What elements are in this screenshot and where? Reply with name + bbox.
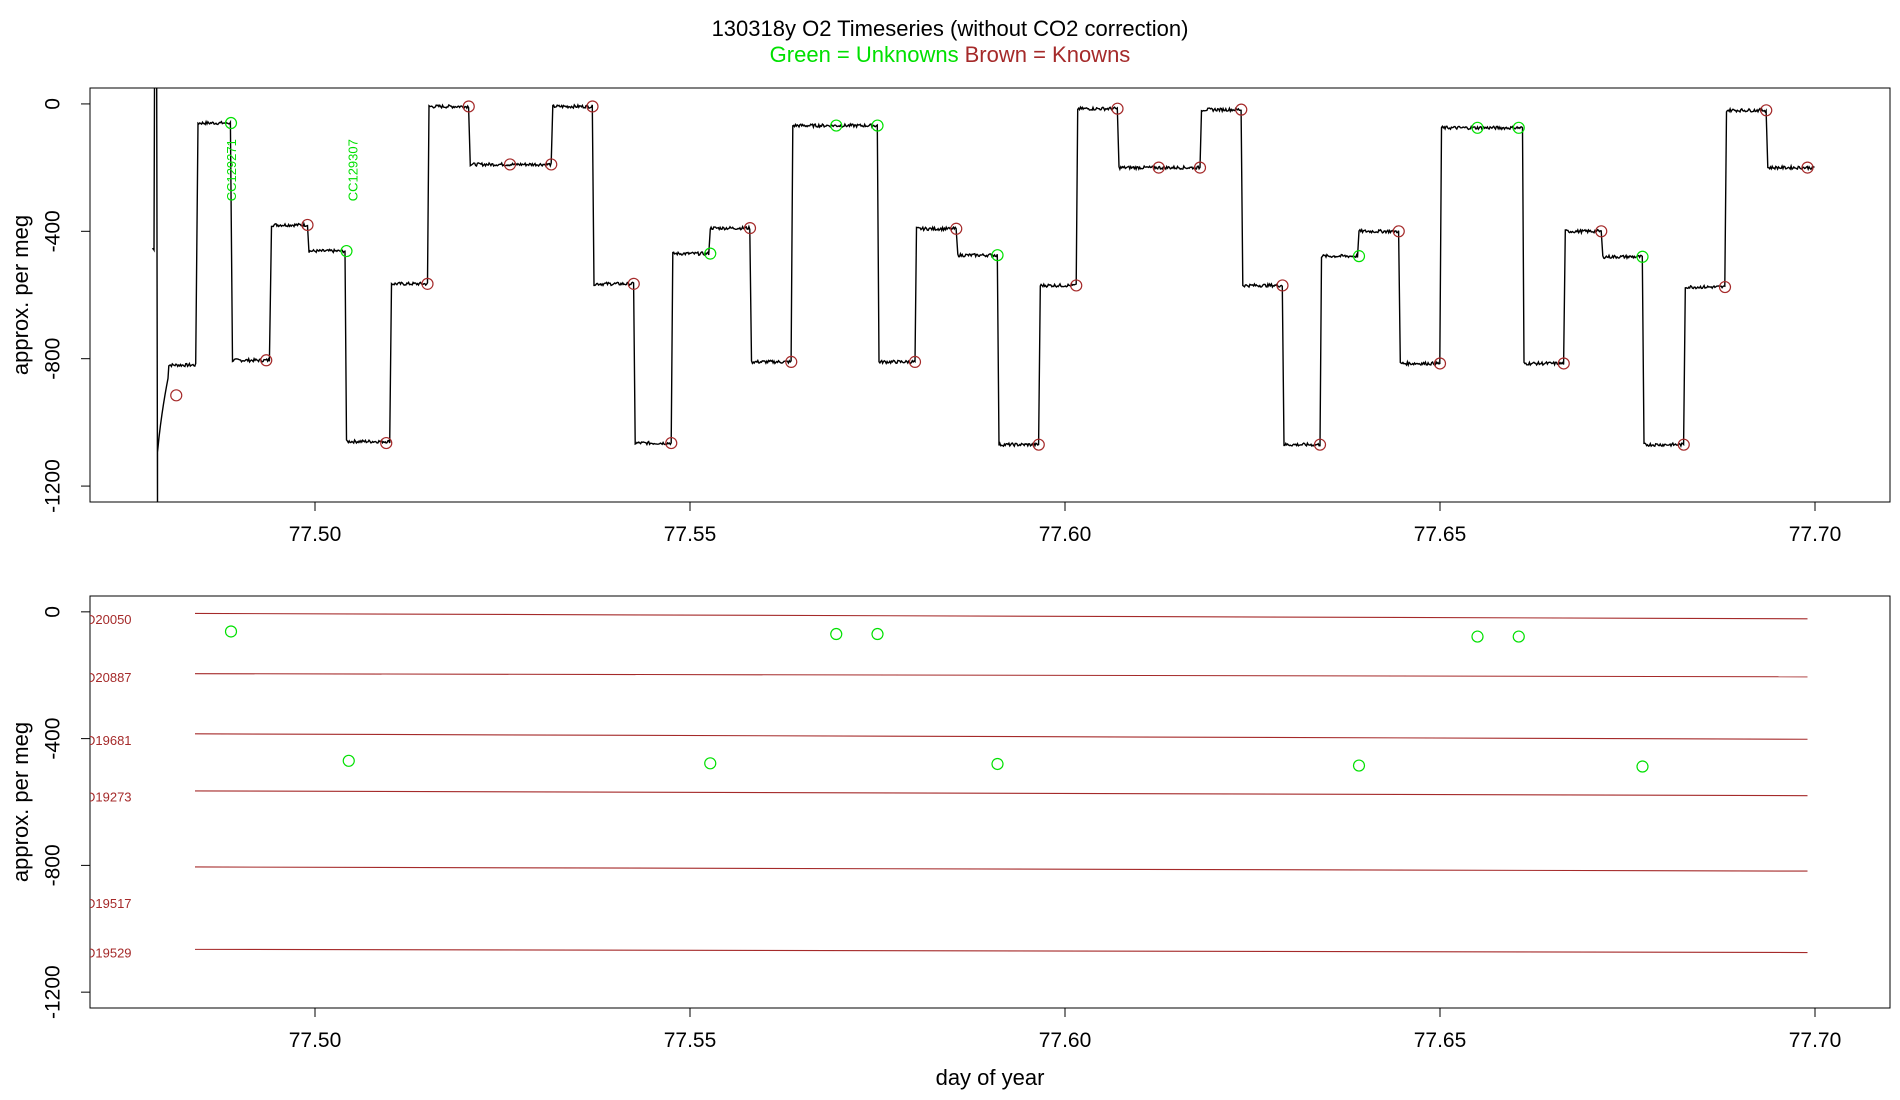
- legend-line: Green = Unknowns Brown = Knowns: [770, 42, 1131, 67]
- known-point: [1677, 438, 1690, 451]
- known-point: [1595, 225, 1608, 238]
- unknown-point: [1352, 250, 1366, 263]
- reference-label: D19517: [86, 896, 132, 911]
- known-point: [1276, 279, 1289, 292]
- known-point: [1433, 357, 1447, 370]
- known-point: [1193, 161, 1207, 174]
- known-point: [950, 222, 963, 235]
- x-axis-label: day of year: [936, 1065, 1045, 1090]
- unknown-point: [1636, 250, 1649, 263]
- y-tick-label: -800: [42, 844, 65, 886]
- x-tick-label: 77.60: [1039, 1029, 1092, 1052]
- reference-label: D19273: [86, 789, 132, 804]
- o2-trace-line: [152, 88, 1815, 502]
- plot-area: D20050 D20887 D19681 D19273 D19517 D19529: [86, 612, 1808, 960]
- unknown-point: [224, 116, 238, 130]
- reference-label: D19529: [86, 945, 132, 960]
- known-point: [743, 222, 757, 235]
- y-tick-label: 0: [42, 98, 65, 110]
- known-point: [1801, 161, 1814, 174]
- y-axis-label: approx. per meg: [8, 215, 33, 375]
- plot-area: [152, 88, 1815, 502]
- reference-label: D19681: [86, 733, 132, 748]
- top-panel-o2-trace: 77.50 77.55 77.60 77.65 77.70 0 -400 -800 -1200 a…: [8, 87, 1891, 546]
- figure-title: 130318y O2 Timeseries (without CO2 corre…: [712, 16, 1189, 41]
- y-tick-label: -1200: [42, 965, 65, 1019]
- plot-frame: [89, 595, 1891, 1009]
- known-point: [1111, 102, 1124, 115]
- x-tick-label: 77.70: [1789, 523, 1842, 546]
- unknown-point: [1352, 759, 1366, 772]
- unknown-point: [1471, 121, 1484, 134]
- unknown-point: [991, 757, 1004, 771]
- known-point: [170, 389, 183, 402]
- known-point: [503, 158, 517, 171]
- known-point: [380, 436, 393, 450]
- legend-unknowns: Green = Unknowns: [770, 42, 959, 67]
- reference-line: [194, 866, 1808, 872]
- known-point: [665, 436, 678, 450]
- known-point: [1152, 161, 1165, 174]
- reference-line: [194, 673, 1808, 678]
- sample-annotation: CC129307: [346, 139, 361, 201]
- unknown-point: [830, 119, 843, 132]
- unknown-point: [871, 627, 884, 641]
- reference-line: [194, 612, 1808, 620]
- y-tick-label: 0: [42, 606, 65, 618]
- unknown-point: [871, 119, 884, 132]
- x-tick-label: 77.65: [1414, 523, 1467, 546]
- bottom-panel-reference-lines: 77.50 77.55 77.60 77.65 77.70 0 -400 -800 -1200 a…: [8, 595, 1891, 1090]
- unknown-point: [340, 244, 353, 258]
- x-tick-label: 77.60: [1039, 523, 1092, 546]
- known-point: [1032, 438, 1045, 451]
- known-point: [301, 218, 314, 232]
- reference-label: D20050: [86, 612, 132, 627]
- y-tick-label: -400: [42, 210, 65, 252]
- known-point: [1718, 280, 1732, 294]
- unknown-point: [1512, 121, 1525, 134]
- plot-frame: [89, 87, 1891, 503]
- reference-line: [194, 790, 1808, 797]
- known-point: [545, 158, 558, 171]
- unknown-point: [224, 625, 238, 638]
- known-point: [1235, 103, 1248, 116]
- sample-annotation: CC129271: [224, 139, 239, 201]
- known-point: [1392, 225, 1405, 238]
- known-point: [260, 354, 273, 367]
- y-axis-label: approx. per meg: [8, 722, 33, 882]
- reference-line: [194, 733, 1808, 740]
- x-tick-label: 77.55: [664, 523, 717, 546]
- known-point: [462, 100, 475, 113]
- known-point: [421, 277, 434, 290]
- known-point: [1557, 357, 1570, 370]
- unknown-point: [830, 627, 843, 641]
- unknown-point: [342, 754, 355, 767]
- reference-line: [194, 948, 1808, 954]
- unknown-point: [704, 247, 717, 260]
- known-point: [627, 277, 640, 290]
- y-tick-label: -400: [42, 718, 65, 760]
- known-point: [1070, 279, 1083, 292]
- x-tick-label: 77.50: [289, 1029, 342, 1052]
- unknown-point: [1471, 630, 1484, 643]
- legend-knowns: Brown = Knowns: [965, 42, 1131, 67]
- unknown-point: [1636, 760, 1649, 773]
- reference-label: D20887: [86, 670, 132, 685]
- unknown-point: [704, 757, 717, 770]
- y-tick-label: -1200: [42, 459, 65, 513]
- unknown-point: [1512, 630, 1525, 643]
- known-point: [1313, 438, 1327, 451]
- x-tick-label: 77.65: [1414, 1029, 1467, 1052]
- y-tick-label: -800: [42, 338, 65, 380]
- unknown-point: [991, 249, 1004, 262]
- known-point: [908, 355, 922, 368]
- x-tick-label: 77.70: [1789, 1029, 1842, 1052]
- known-point: [586, 100, 599, 113]
- known-point: [785, 355, 798, 368]
- known-point: [1760, 104, 1773, 117]
- x-tick-label: 77.50: [289, 523, 342, 546]
- x-tick-label: 77.55: [664, 1029, 717, 1052]
